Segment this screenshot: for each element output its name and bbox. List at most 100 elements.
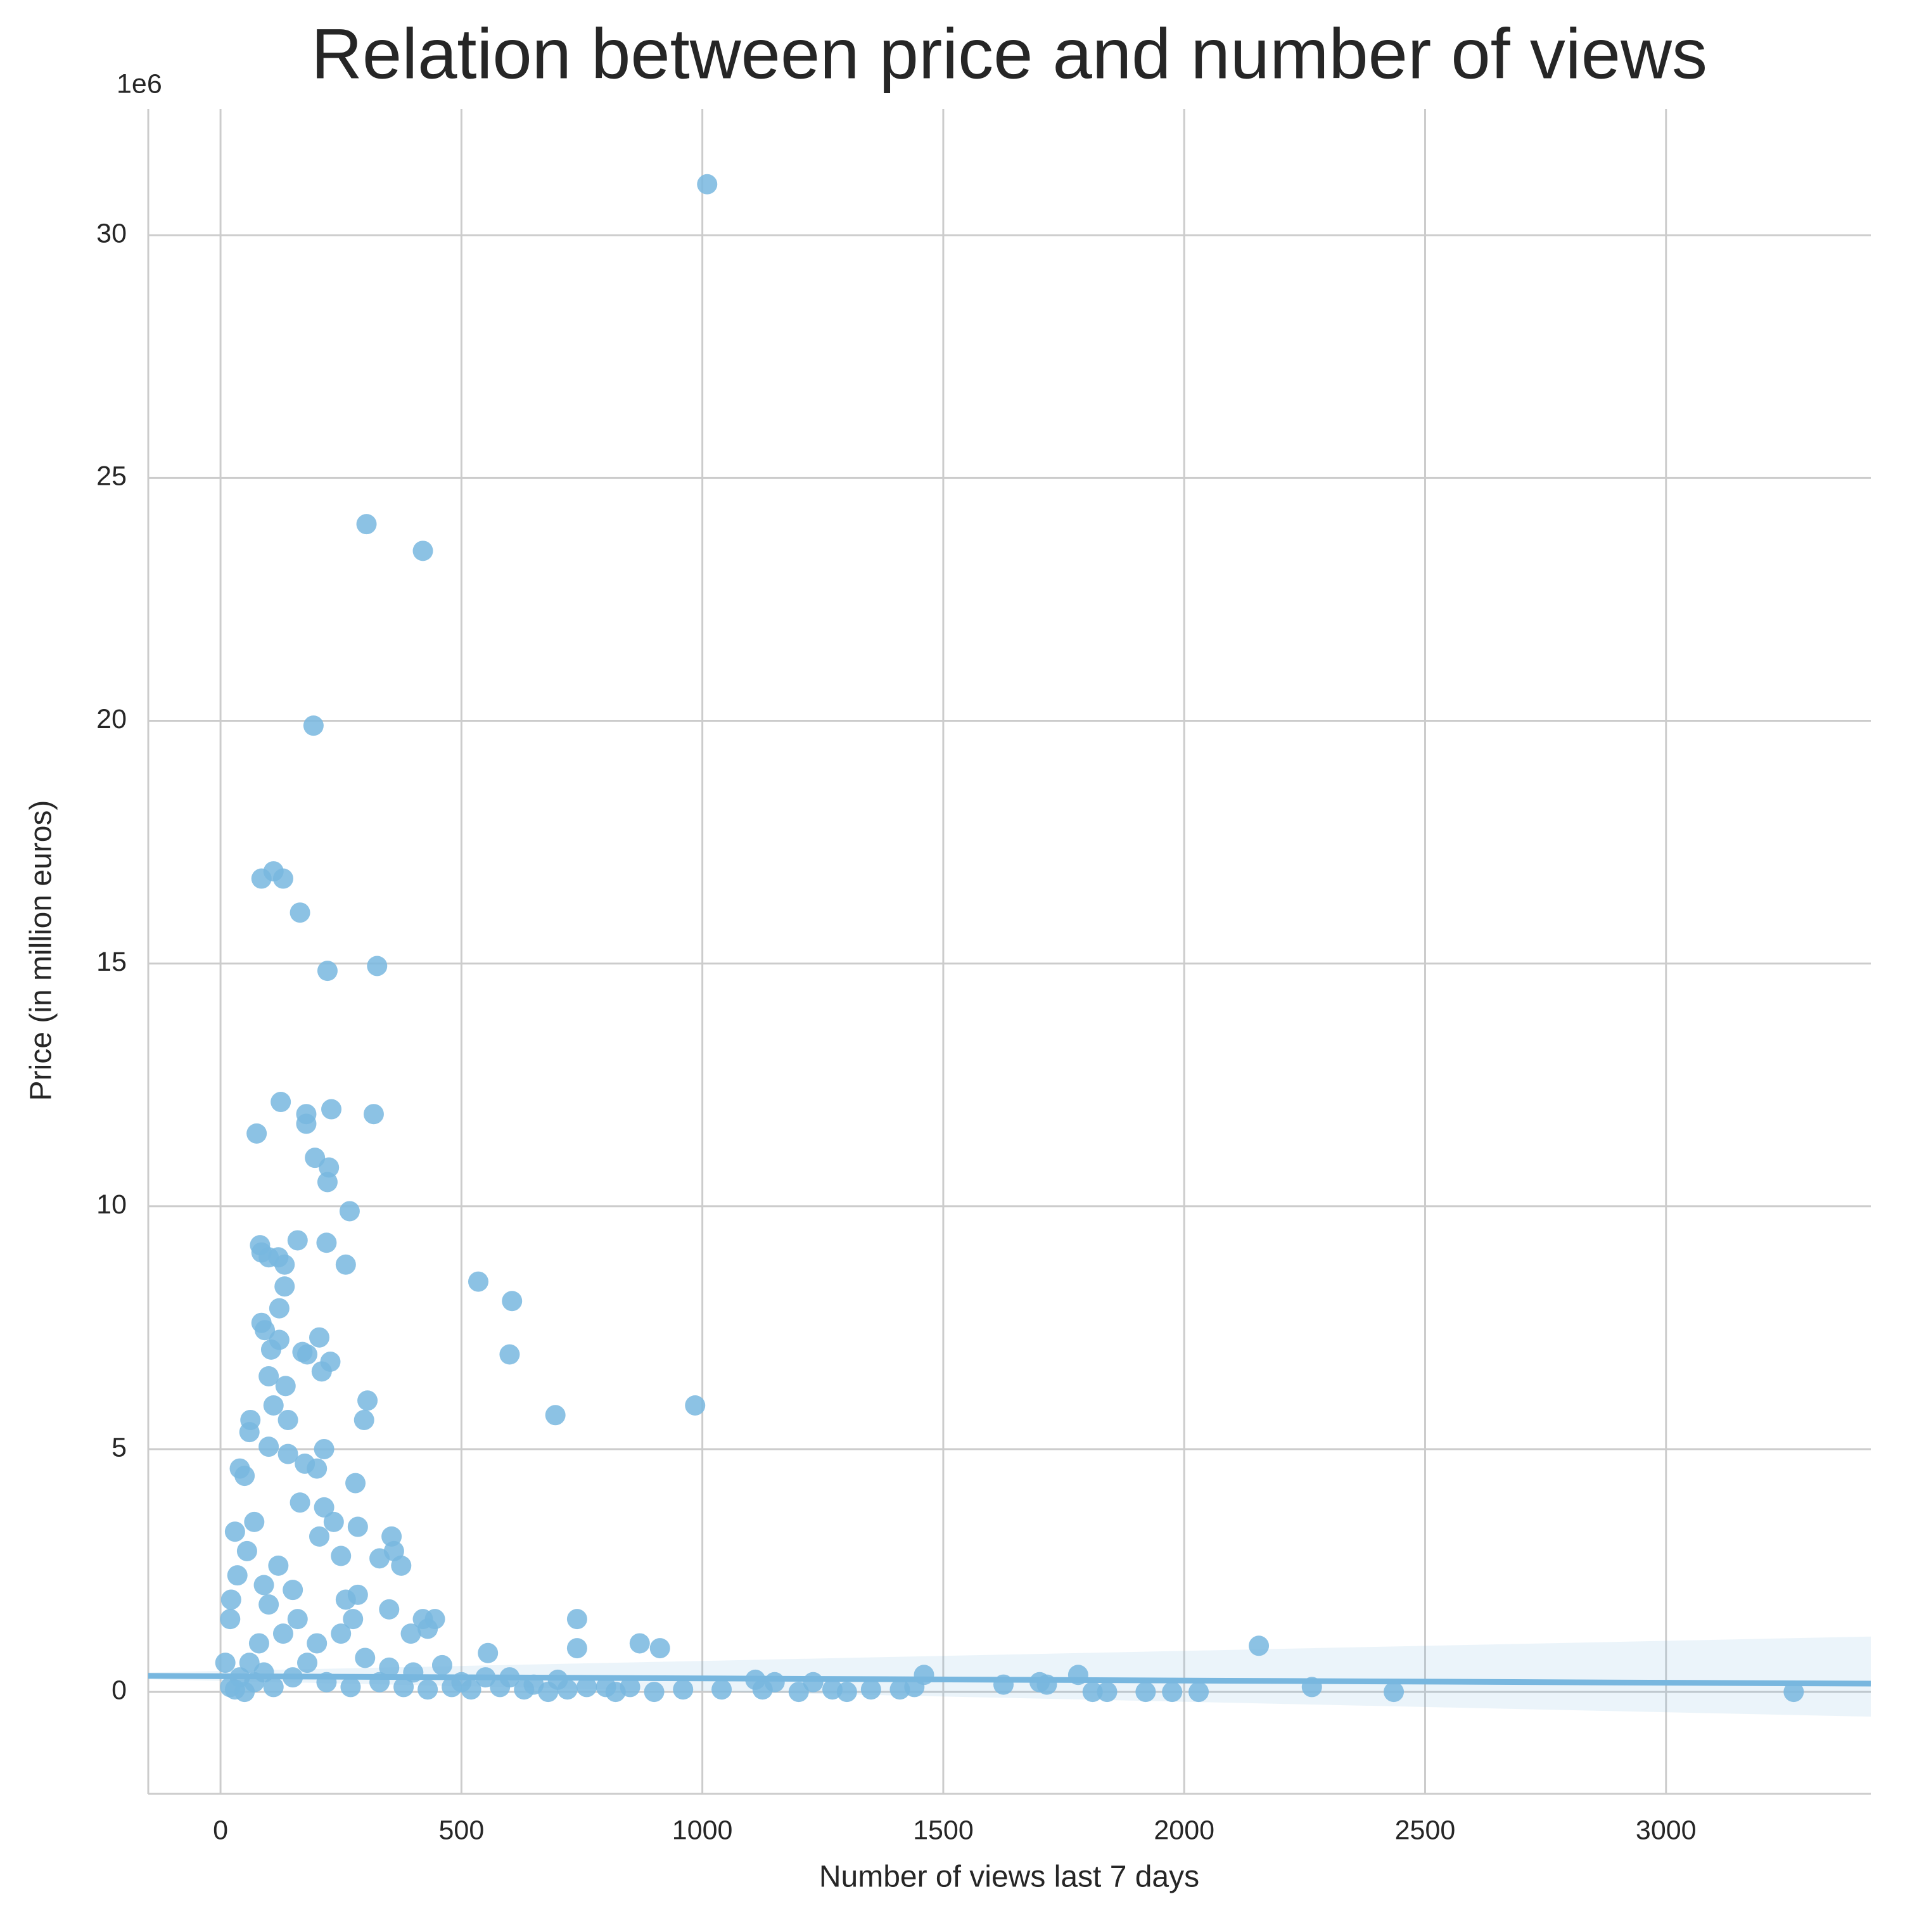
point	[673, 1679, 694, 1700]
point	[272, 1623, 293, 1644]
point	[391, 1555, 412, 1576]
regression-line	[148, 1673, 1871, 1687]
point	[268, 1555, 289, 1576]
x-tick-label: 1500	[913, 1815, 974, 1845]
point	[685, 1395, 706, 1416]
point	[379, 1599, 400, 1620]
y-tick-label: 0	[111, 1675, 127, 1705]
point	[314, 1497, 334, 1518]
point	[296, 1113, 317, 1134]
point	[347, 1584, 368, 1605]
point	[303, 715, 324, 736]
x-tick-label: 1000	[672, 1815, 733, 1845]
point	[309, 1327, 329, 1348]
point	[1097, 1682, 1118, 1703]
x-axis-label: Number of views last 7 days	[819, 1860, 1199, 1894]
point	[258, 1436, 279, 1457]
point	[417, 1618, 438, 1639]
point	[246, 1123, 267, 1144]
point	[649, 1638, 670, 1659]
point	[478, 1642, 499, 1663]
point	[224, 1521, 245, 1542]
y-tick-label: 10	[96, 1189, 127, 1220]
point	[629, 1633, 650, 1654]
point	[331, 1623, 352, 1644]
point	[1082, 1682, 1103, 1703]
point	[272, 868, 293, 889]
point	[287, 1230, 308, 1251]
point	[340, 1677, 361, 1698]
point	[644, 1682, 665, 1703]
confidence-band	[148, 1636, 1871, 1717]
point	[1384, 1682, 1405, 1703]
point	[860, 1679, 881, 1700]
point	[283, 1580, 303, 1601]
point	[557, 1679, 578, 1700]
y-tick-label: 5	[111, 1432, 127, 1462]
point	[319, 1157, 340, 1178]
point	[605, 1682, 626, 1703]
point	[317, 1172, 338, 1193]
point	[490, 1677, 511, 1698]
point	[307, 1458, 328, 1479]
point	[316, 1232, 337, 1253]
point	[1249, 1635, 1270, 1656]
point	[244, 1511, 265, 1532]
point	[287, 1609, 308, 1630]
point	[274, 1254, 295, 1275]
point	[412, 541, 433, 561]
point	[314, 1438, 334, 1459]
x-tick-label: 3000	[1636, 1815, 1697, 1845]
point	[258, 1366, 279, 1386]
point	[499, 1344, 520, 1365]
x-tick-label: 2500	[1395, 1815, 1456, 1845]
point	[220, 1589, 241, 1610]
point	[502, 1291, 523, 1312]
point	[220, 1609, 241, 1630]
point	[400, 1623, 421, 1644]
point	[275, 1376, 296, 1397]
point	[263, 1677, 284, 1698]
point	[357, 1390, 378, 1411]
point	[321, 1099, 342, 1120]
point	[545, 1405, 566, 1426]
point	[227, 1565, 248, 1586]
point	[788, 1682, 809, 1703]
point	[354, 1409, 374, 1430]
point	[393, 1677, 414, 1698]
point	[514, 1679, 535, 1700]
point	[215, 1653, 236, 1673]
point	[248, 1633, 269, 1654]
point	[290, 1492, 310, 1513]
point	[339, 1201, 360, 1222]
point	[277, 1443, 298, 1464]
point	[234, 1466, 255, 1487]
point	[442, 1677, 462, 1698]
point	[307, 1633, 328, 1654]
point	[363, 1104, 384, 1125]
chart-title: Relation between price and number of vie…	[311, 15, 1707, 94]
point	[296, 1653, 317, 1673]
point	[263, 1395, 284, 1416]
point	[311, 1361, 332, 1382]
point	[343, 1609, 364, 1630]
point	[253, 1575, 274, 1596]
point	[468, 1271, 488, 1292]
point	[296, 1344, 317, 1365]
point	[711, 1679, 732, 1700]
point	[538, 1682, 559, 1703]
point	[367, 956, 388, 976]
point	[274, 1276, 295, 1297]
point	[1188, 1682, 1209, 1703]
point	[309, 1526, 329, 1547]
point	[331, 1545, 352, 1566]
point	[236, 1540, 257, 1561]
point	[258, 1594, 279, 1615]
point	[379, 1657, 400, 1678]
point	[566, 1609, 587, 1630]
y-offset-label: 1e6	[117, 68, 162, 99]
point	[260, 1339, 281, 1360]
y-tick-label: 25	[96, 461, 127, 492]
point	[255, 1320, 276, 1341]
point	[347, 1516, 368, 1537]
